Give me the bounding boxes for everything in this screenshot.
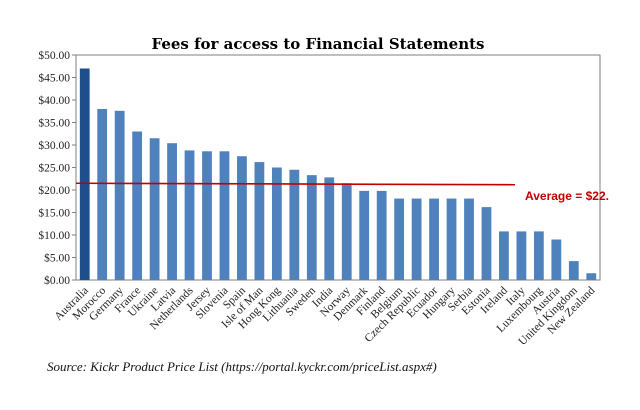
- chart-title: Fees for access to Financial Statements: [152, 35, 485, 53]
- y-tick-label: $10.00: [38, 229, 70, 242]
- bar: [499, 231, 509, 280]
- bar: [533, 231, 544, 280]
- bar: [219, 151, 230, 280]
- source-note: Source: Kickr Product Price List (https:…: [47, 359, 437, 374]
- bar: [411, 198, 422, 280]
- average-marker: Average = $22.: [75, 182, 609, 203]
- bar: [446, 198, 457, 280]
- average-label: Average = $22.: [525, 189, 609, 203]
- bar: [464, 198, 474, 280]
- y-tick-label: $50.00: [38, 49, 70, 62]
- bar: [324, 177, 335, 280]
- bar: [97, 109, 108, 280]
- bars: [79, 68, 597, 280]
- bar: [114, 110, 125, 280]
- average-line: [75, 182, 516, 186]
- bar-chart: Fees for access to Financial Statements …: [38, 35, 609, 348]
- y-tick-label: $40.00: [38, 94, 70, 107]
- y-tick-label: $20.00: [38, 184, 70, 197]
- y-tick-label: $30.00: [38, 139, 70, 152]
- y-tick-label: $0.00: [44, 274, 70, 287]
- bar: [271, 167, 282, 280]
- bar: [429, 198, 439, 280]
- bar: [586, 273, 597, 280]
- bar: [132, 131, 143, 280]
- bar: [516, 231, 527, 280]
- bar: [149, 138, 160, 280]
- y-tick-label: $5.00: [44, 252, 70, 265]
- bar: [394, 198, 405, 280]
- bar: [79, 68, 90, 280]
- bar: [254, 162, 265, 280]
- bar: [481, 207, 492, 280]
- bar: [376, 190, 387, 280]
- bar: [289, 169, 300, 280]
- bar: [359, 190, 370, 280]
- bar: [202, 151, 212, 280]
- y-tick-label: $15.00: [38, 207, 70, 220]
- bar: [306, 175, 317, 280]
- y-axis: $0.00 $5.00 $10.00 $15.00 $20.00 $25.00 $30.00…: [38, 49, 601, 287]
- y-tick-label: $35.00: [38, 117, 70, 130]
- bar: [237, 156, 247, 280]
- bar: [551, 239, 562, 280]
- bar: [184, 150, 195, 280]
- bar: [568, 261, 579, 280]
- y-tick-label: $45.00: [38, 72, 70, 85]
- x-axis: AustraliaMoroccoGermanyFranceUkraineLatv…: [53, 284, 598, 348]
- bar: [341, 183, 352, 280]
- bar: [167, 143, 177, 280]
- y-tick-label: $25.00: [38, 162, 70, 175]
